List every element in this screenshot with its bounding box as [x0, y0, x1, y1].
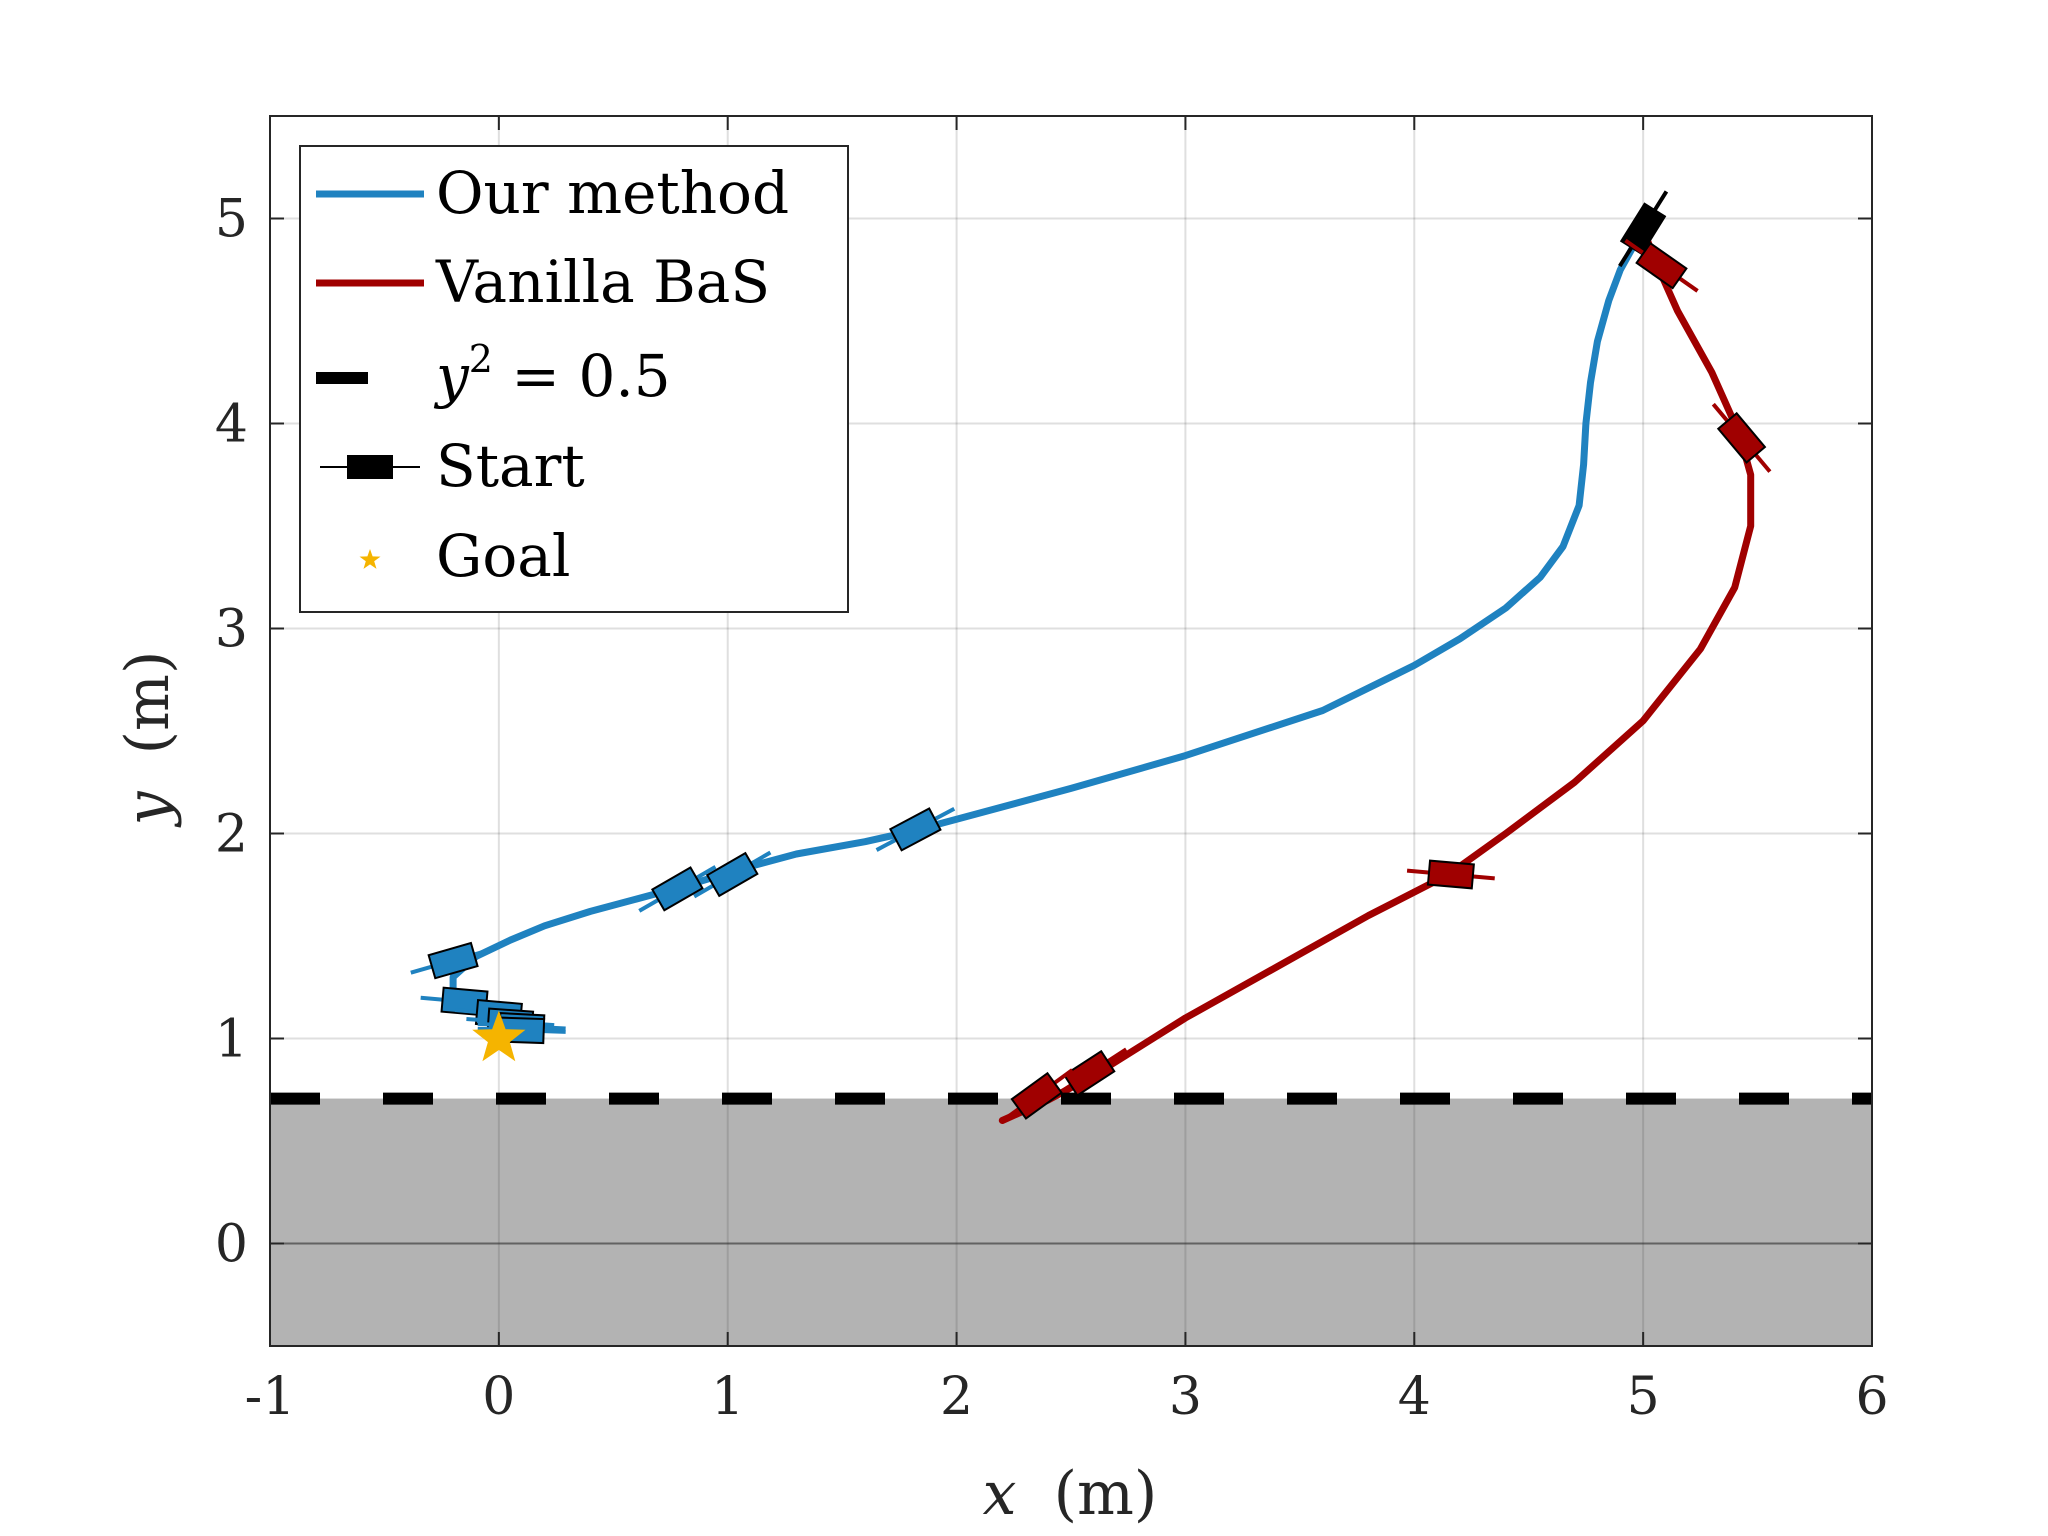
robot-marker: [999, 1068, 1074, 1124]
x-tick-label: 2: [940, 1367, 973, 1427]
axes-frame: [269, 115, 1873, 1347]
x-axis-unit: (m): [1054, 1459, 1158, 1529]
obstacle-region: [270, 1098, 1872, 1346]
x-tick-label: 6: [1855, 1367, 1888, 1427]
y-axis-var: y: [113, 790, 183, 828]
robot-marker: [1051, 1047, 1128, 1099]
robot-body: [1716, 411, 1767, 464]
robot-marker: [638, 865, 717, 913]
series-vanilla-bas: [998, 225, 1755, 1124]
y-tick-label: 4: [215, 395, 248, 455]
robot-body: [1635, 241, 1688, 290]
x-tick-label: 1: [711, 1367, 744, 1427]
x-axis-var: x: [983, 1459, 1017, 1529]
x-tick-label: 3: [1169, 1367, 1202, 1427]
robot-marker: [410, 941, 496, 980]
y-tick-label: 3: [215, 600, 248, 660]
unsafe-region: [270, 1098, 1872, 1346]
legend-goal-star-icon: [359, 549, 381, 569]
robot-marker: [1618, 190, 1669, 268]
x-axis-label: x (m): [983, 1459, 1158, 1529]
robot-marker: [875, 806, 956, 852]
x-tick-label: 0: [482, 1367, 515, 1427]
robot-marker: [693, 850, 772, 899]
legend-label-our-method: Our method: [436, 159, 789, 227]
axes-box: [269, 115, 1873, 1347]
robot-body: [705, 851, 759, 898]
robot-markers: [410, 190, 1772, 1124]
legend-label-goal: Goal: [436, 522, 570, 590]
legend-start-icon: [347, 455, 393, 479]
legend-constraint-exponent: 2: [469, 337, 493, 381]
x-tick-label: -1: [245, 1367, 296, 1427]
legend-label-vanilla-bas: Vanilla BaS: [435, 248, 770, 316]
tick-labels: -1 0 1 2 3 4 5 6 0 1 2 3 4 5: [215, 190, 1889, 1428]
robot-body: [1062, 1049, 1116, 1097]
legend-label-start: Start: [436, 432, 585, 500]
robot-body: [650, 866, 704, 912]
x-tick-label: 4: [1398, 1367, 1431, 1427]
robot-body: [1426, 859, 1475, 890]
robot-body: [427, 941, 479, 980]
y-axis-label: y (m): [113, 651, 183, 829]
y-tick-label: 5: [215, 190, 248, 250]
robot-body: [888, 807, 942, 852]
legend-label-constraint: y2 = 0.5: [433, 337, 671, 410]
robot-body: [1619, 202, 1667, 256]
robot-marker: [1406, 859, 1495, 890]
y-tick-label: 2: [215, 805, 248, 865]
y-tick-label: 1: [215, 1010, 248, 1070]
robot-body: [1010, 1071, 1063, 1120]
y-tick-label: 0: [215, 1215, 248, 1275]
legend-constraint-value: = 0.5: [493, 342, 671, 410]
legend: Our method Vanilla BaS y2 = 0.5 Start Go…: [299, 145, 849, 613]
y-axis-unit: (m): [113, 651, 183, 755]
robot-marker: [1624, 238, 1699, 293]
legend-constraint-var: y: [433, 342, 470, 410]
robot-marker: [1711, 402, 1772, 473]
x-tick-label: 5: [1627, 1367, 1660, 1427]
legend-box: [299, 145, 849, 613]
goal-star-icon: [472, 1010, 526, 1062]
